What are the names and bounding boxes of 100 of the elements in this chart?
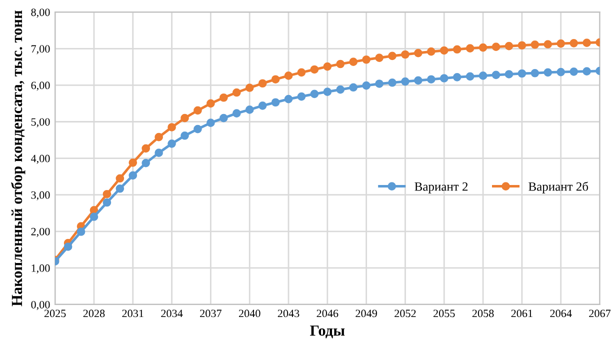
x-tick-label: 2025 [44, 310, 66, 318]
y-tick-label: 6,00 [31, 82, 50, 91]
point [154, 132, 163, 142]
point [556, 68, 566, 76]
point [492, 70, 500, 80]
point [142, 158, 150, 168]
point [180, 131, 189, 140]
point [414, 48, 422, 58]
point [258, 79, 267, 88]
y-tick-label: 1,00 [32, 264, 50, 274]
x-tick-label: 2028 [83, 310, 105, 318]
legend-label: Вариант 2б [528, 182, 588, 194]
point [375, 80, 384, 88]
point [401, 50, 410, 59]
point [518, 69, 526, 78]
point [310, 90, 319, 98]
point [427, 75, 436, 84]
point [440, 74, 448, 82]
x-tick-label: 2037 [200, 310, 222, 318]
point [414, 76, 422, 85]
point [168, 140, 176, 148]
point [206, 99, 215, 108]
y-tick-label: 8,00 [31, 8, 50, 18]
point [518, 41, 526, 50]
point [427, 47, 436, 56]
point [452, 72, 462, 82]
point [452, 45, 462, 54]
x-tick-label: 2034 [161, 310, 183, 318]
x-tick-label: 2043 [278, 310, 300, 318]
point [168, 123, 176, 132]
point [271, 75, 280, 84]
y-tick-label: 2,00 [31, 228, 50, 237]
point [388, 78, 396, 87]
point [362, 81, 370, 90]
point [466, 72, 474, 81]
point [336, 60, 345, 68]
legend-label: Вариант 2 [414, 182, 468, 194]
point [194, 106, 202, 115]
y-tick-label: 7,00 [32, 45, 50, 54]
point [232, 109, 241, 118]
y-tick-label: 5,00 [31, 118, 50, 128]
point [466, 44, 474, 52]
point [64, 242, 72, 251]
x-tick-label: 2049 [356, 310, 377, 318]
x-tick-label: 2064 [550, 310, 572, 318]
point [349, 58, 358, 66]
point [349, 83, 358, 92]
point [504, 70, 514, 78]
point [102, 190, 112, 198]
point [544, 40, 552, 48]
point [401, 77, 410, 86]
point [362, 55, 370, 64]
point [284, 72, 293, 80]
point [271, 98, 280, 107]
point [310, 65, 319, 74]
point [297, 92, 306, 101]
point [154, 148, 163, 157]
point [284, 94, 293, 104]
point [206, 118, 215, 128]
point [128, 158, 138, 167]
x-tick-label: 2055 [434, 310, 455, 318]
y-tick-label: 3,00 [31, 191, 50, 200]
point [530, 68, 540, 78]
point [102, 198, 112, 207]
point [582, 38, 591, 47]
point [323, 62, 332, 71]
point [504, 42, 514, 50]
point [478, 43, 488, 52]
point [90, 212, 98, 221]
x-tick-label: 2067 [589, 310, 611, 318]
point [582, 67, 591, 76]
point [556, 39, 566, 48]
point [180, 114, 189, 122]
point [570, 68, 578, 76]
point [388, 52, 396, 60]
point [116, 184, 124, 193]
point [116, 174, 124, 183]
x-tick-label: 2058 [472, 310, 494, 318]
x-tick-label: 2052 [394, 310, 416, 318]
point [232, 88, 241, 97]
point [375, 54, 384, 62]
point [544, 68, 552, 77]
point [297, 68, 306, 77]
point [336, 85, 345, 94]
x-tick-label: 2046 [316, 310, 338, 318]
point [142, 144, 150, 153]
y-axis-title: Накопленный отбор конденсата, тыс. тонн [11, 10, 26, 306]
point [220, 114, 228, 122]
point [128, 171, 138, 180]
point [492, 42, 500, 51]
point [530, 40, 540, 49]
y-tick-label: 0,00 [31, 300, 50, 310]
x-tick-label: 2040 [238, 310, 260, 318]
x-tick-label: 2031 [122, 310, 144, 318]
point [220, 93, 228, 102]
point [323, 88, 332, 96]
point [76, 228, 86, 236]
point [258, 102, 267, 110]
y-tick-label: 4,00 [30, 154, 50, 164]
point [570, 39, 578, 48]
